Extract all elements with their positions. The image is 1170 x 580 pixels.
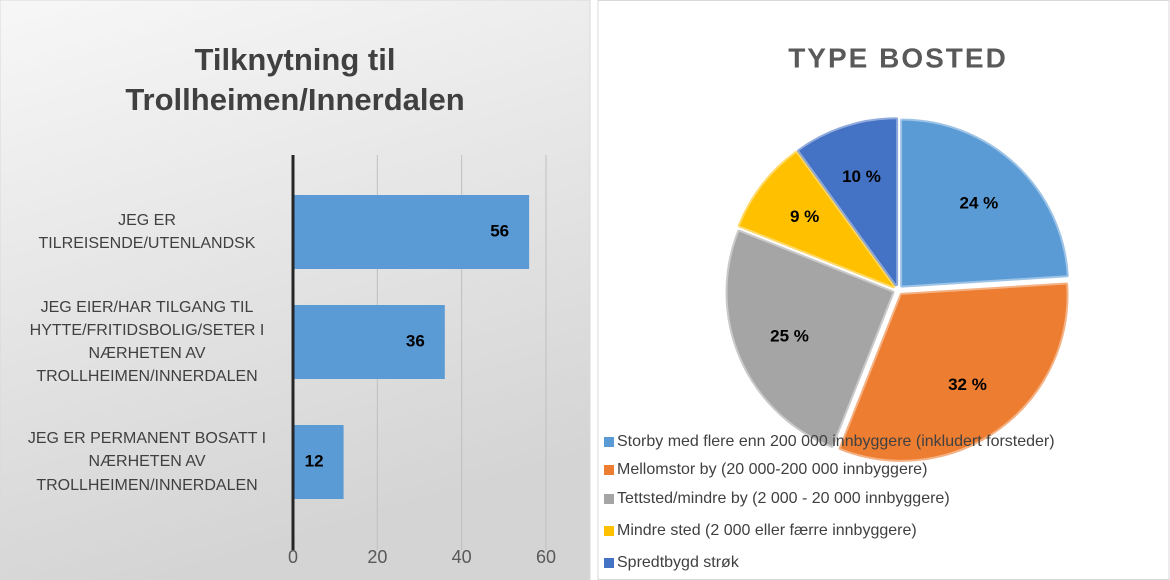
legend-swatch <box>604 558 614 568</box>
data-label: 36 <box>406 331 425 350</box>
x-tick-label: 40 <box>452 547 472 567</box>
legend-label: Mellomstor by (20 000-200 000 innbyggere… <box>617 461 927 478</box>
y-tick-label: JEG ER TILREISENDE/UTENLANDSK <box>38 211 256 252</box>
pie-slice <box>838 282 1069 462</box>
data-label: 10 % <box>842 167 881 186</box>
legend-label: Storby med flere enn 200 000 innbyggere … <box>617 433 1055 450</box>
data-label: 9 % <box>790 207 819 226</box>
bar <box>293 425 344 499</box>
bar <box>293 305 445 379</box>
y-tick-label: JEG EIER/HAR TILGANG TIL HYTTE/FRITIDSBO… <box>29 298 265 386</box>
pie-slice <box>797 117 899 287</box>
legend-swatch <box>604 465 614 475</box>
legend-swatch <box>604 437 614 447</box>
legend-label: Tettsted/mindre by (2 000 - 20 000 innby… <box>617 490 950 507</box>
legend-label: Mindre sted (2 000 eller færre innbygger… <box>617 522 917 539</box>
data-label: 32 % <box>948 375 987 394</box>
bar <box>293 195 530 269</box>
x-tick-label: 20 <box>367 547 387 567</box>
data-label: 56 <box>490 221 509 240</box>
data-label: 25 % <box>770 326 809 345</box>
x-tick-label: 0 <box>288 547 298 567</box>
bar-title: Tilknytning til Trollheimen/Innerdalen <box>125 42 465 118</box>
data-label: 12 <box>305 451 324 470</box>
x-tick-label: 60 <box>536 547 556 567</box>
legend-swatch <box>604 494 614 504</box>
pie-title: TYPE BOSTED <box>788 42 1008 73</box>
y-tick-label: JEG ER PERMANENT BOSATT I NÆRHETEN AV TR… <box>27 430 267 494</box>
legend-label: Spredtbygd strøk <box>617 554 740 571</box>
pie-slice <box>737 150 896 289</box>
data-label: 24 % <box>960 193 999 212</box>
pie-slice <box>900 118 1069 288</box>
pie-slice <box>725 229 895 448</box>
legend-swatch <box>604 526 614 536</box>
